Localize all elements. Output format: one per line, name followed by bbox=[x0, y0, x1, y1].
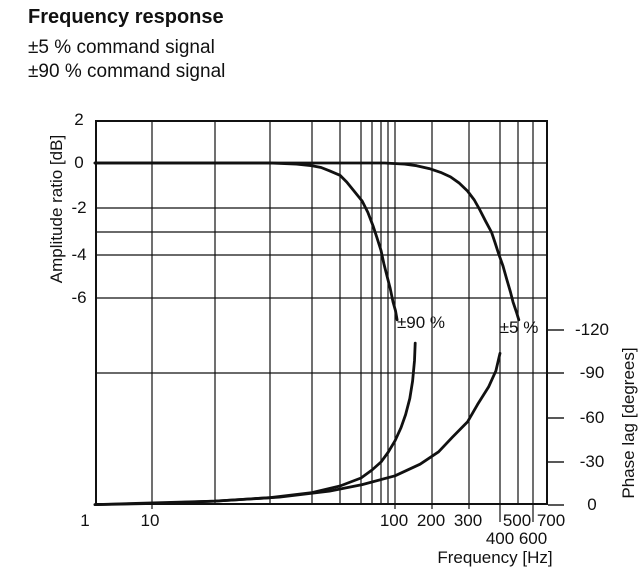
x-tick-label: 500 bbox=[502, 511, 532, 530]
y-left-tick-label: -2 bbox=[71, 198, 87, 217]
page-title: Frequency response bbox=[28, 6, 224, 28]
y-right-tick-label: -30 bbox=[579, 452, 605, 471]
y-left-tick-label: 0 bbox=[74, 153, 84, 172]
curve-label: ±5 % bbox=[500, 318, 539, 337]
y-right-tick-label: -120 bbox=[574, 320, 610, 339]
curve-phase_5 bbox=[93, 351, 502, 507]
curve-phase_90 bbox=[93, 341, 417, 507]
x-tick-label: 200 bbox=[416, 511, 446, 530]
curve-label: ±90 % bbox=[397, 313, 445, 332]
y-right-tick-label: -60 bbox=[579, 408, 605, 427]
x-tick-label: 700 bbox=[536, 511, 566, 530]
y-right-tick-label: 0 bbox=[587, 495, 597, 514]
x-tick-label: 10 bbox=[140, 511, 160, 530]
x-tick-label-row2: 600 bbox=[518, 529, 548, 548]
x-axis-title: Frequency [Hz] bbox=[437, 548, 553, 567]
x-tick-label-row2: 400 bbox=[485, 529, 515, 548]
y-left-tick-label: -6 bbox=[71, 288, 87, 307]
y-left-tick-label: 2 bbox=[74, 110, 84, 129]
plot-svg: ±90 % ±5 % bbox=[93, 120, 564, 522]
subtitle-command-signal-5: ±5 % command signal bbox=[28, 37, 215, 58]
x-tick-label: 1 bbox=[80, 511, 90, 530]
y-right-tick-label: -90 bbox=[579, 363, 605, 382]
subtitle-command-signal-90: ±90 % command signal bbox=[28, 61, 226, 82]
y-left-tick-label: -4 bbox=[71, 245, 87, 264]
x-tick-label: 300 bbox=[453, 511, 483, 530]
x-tick-label: 100 bbox=[379, 511, 409, 530]
curve-amp_5 bbox=[93, 161, 521, 322]
curve-amp_90 bbox=[93, 161, 399, 322]
y-right-axis-title: Phase lag [degrees] bbox=[619, 347, 638, 499]
plot-border bbox=[95, 120, 548, 505]
